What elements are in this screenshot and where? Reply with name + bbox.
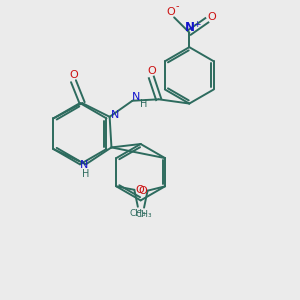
Text: H: H (140, 99, 147, 109)
Text: O: O (138, 186, 147, 196)
Text: O: O (166, 7, 175, 17)
Text: CH₃: CH₃ (136, 209, 152, 218)
Text: CH₃: CH₃ (130, 209, 146, 218)
Text: O: O (147, 66, 156, 76)
Text: O: O (135, 185, 144, 195)
Text: O: O (69, 70, 78, 80)
Text: +: + (193, 20, 200, 29)
Text: -: - (175, 1, 179, 11)
Text: N: N (111, 110, 119, 120)
Text: N: N (185, 21, 195, 34)
Text: N: N (132, 92, 140, 102)
Text: O: O (208, 12, 217, 22)
Text: N: N (80, 160, 88, 170)
Text: H: H (82, 169, 89, 178)
